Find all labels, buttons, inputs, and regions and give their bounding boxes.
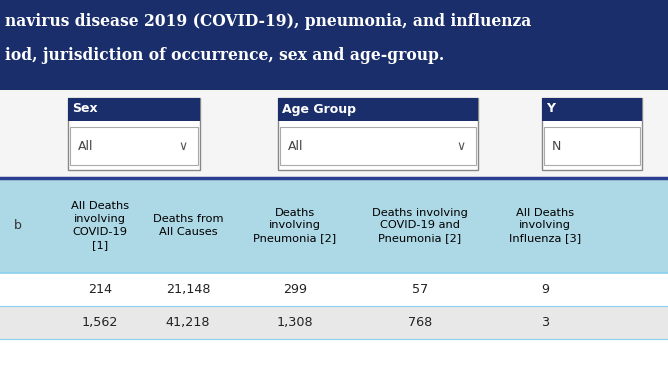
Text: 21,148: 21,148: [166, 283, 210, 296]
Text: Sex: Sex: [72, 103, 98, 115]
Text: Deaths from
All Causes: Deaths from All Causes: [153, 214, 223, 237]
Text: b: b: [14, 219, 22, 232]
Text: All: All: [78, 139, 94, 153]
Text: Deaths involving
COVID-19 and
Pneumonia [2]: Deaths involving COVID-19 and Pneumonia …: [372, 208, 468, 243]
Text: ∨: ∨: [178, 139, 187, 153]
Text: All Deaths
involving
COVID-19
[1]: All Deaths involving COVID-19 [1]: [71, 201, 129, 250]
Text: 9: 9: [541, 283, 549, 296]
Bar: [68, 98, 200, 170]
Text: Y: Y: [546, 103, 555, 115]
Bar: [280, 127, 476, 165]
Text: iod, jurisdiction of occurrence, sex and age-group.: iod, jurisdiction of occurrence, sex and…: [5, 47, 444, 64]
Bar: [542, 98, 642, 121]
Text: 1,562: 1,562: [81, 316, 118, 329]
Text: 57: 57: [412, 283, 428, 296]
Text: All Deaths
involving
Influenza [3]: All Deaths involving Influenza [3]: [509, 208, 581, 243]
Text: Deaths
involving
Pneumonia [2]: Deaths involving Pneumonia [2]: [253, 208, 337, 243]
Text: ∨: ∨: [456, 139, 465, 153]
Bar: [0, 273, 668, 306]
Text: All: All: [288, 139, 303, 153]
Text: 3: 3: [541, 316, 549, 329]
Bar: [0, 178, 668, 273]
Text: 41,218: 41,218: [166, 316, 210, 329]
Bar: [68, 98, 200, 121]
Text: 214: 214: [88, 283, 112, 296]
Bar: [0, 0, 668, 90]
Bar: [0, 90, 668, 178]
Bar: [542, 98, 642, 170]
Bar: [544, 127, 640, 165]
Bar: [70, 127, 198, 165]
Text: 1,308: 1,308: [277, 316, 313, 329]
Bar: [0, 306, 668, 339]
Text: 768: 768: [408, 316, 432, 329]
Text: N: N: [552, 139, 561, 153]
Text: navirus disease 2019 (COVID-19), pneumonia, and influenza: navirus disease 2019 (COVID-19), pneumon…: [5, 14, 531, 30]
Bar: [278, 98, 478, 121]
Text: Age Group: Age Group: [282, 103, 356, 115]
Bar: [278, 98, 478, 170]
Text: 299: 299: [283, 283, 307, 296]
